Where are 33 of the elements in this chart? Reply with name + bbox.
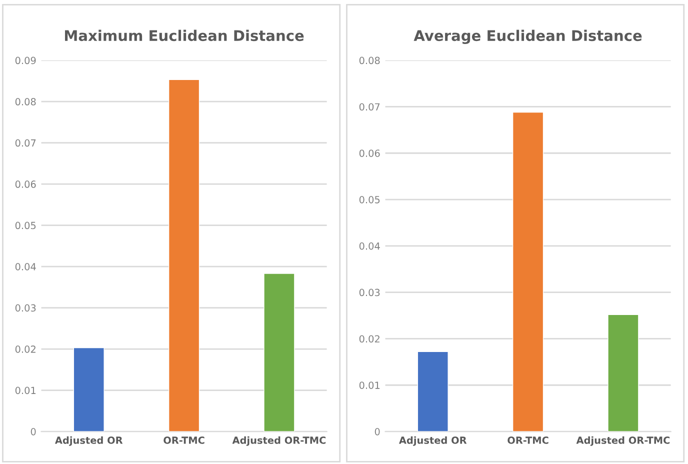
chart-title: Maximum Euclidean Distance — [65, 30, 304, 42]
y-tick-label: 0.06 — [15, 180, 36, 188]
y-tick-label: 0.08 — [359, 56, 380, 64]
y-tick-label: 0.04 — [359, 242, 380, 250]
y-tick-label: 0.03 — [15, 304, 36, 312]
chart-title: Average Euclidean Distance — [414, 30, 642, 44]
bar — [417, 351, 448, 432]
y-tick-label: 0.07 — [359, 103, 380, 111]
y-tick-label: 0.04 — [15, 263, 36, 270]
y-tick-label: 0.01 — [15, 386, 36, 394]
y-tick-label: 0.05 — [15, 222, 36, 230]
bar — [73, 347, 104, 432]
y-tick-label: 0.08 — [15, 98, 36, 106]
y-tick-label: 0.06 — [359, 150, 380, 157]
x-tick-label: Adjusted OR-TMC — [232, 436, 326, 446]
bar — [264, 273, 295, 432]
y-tick-label: 0 — [374, 428, 380, 436]
y-tick-label: 0.05 — [359, 196, 380, 204]
x-tick-label: OR-TMC — [508, 436, 548, 444]
bar — [608, 314, 639, 432]
bar — [512, 112, 544, 432]
bar — [168, 79, 200, 432]
x-tick-label: Adjusted OR — [398, 436, 467, 446]
y-tick-label: 0.02 — [15, 346, 36, 353]
y-tick-label: 0.07 — [15, 139, 36, 147]
y-tick-label: 0.03 — [359, 288, 380, 296]
y-tick-label: 0.01 — [359, 382, 380, 389]
y-tick-label: 0.09 — [15, 56, 36, 64]
x-tick-label: Adjusted OR — [54, 436, 123, 446]
x-tick-label: OR-TMC — [164, 436, 204, 444]
x-tick-label: Adjusted OR-TMC — [576, 436, 670, 446]
y-tick-label: 0 — [30, 428, 36, 436]
y-tick-label: 0.02 — [359, 335, 380, 343]
